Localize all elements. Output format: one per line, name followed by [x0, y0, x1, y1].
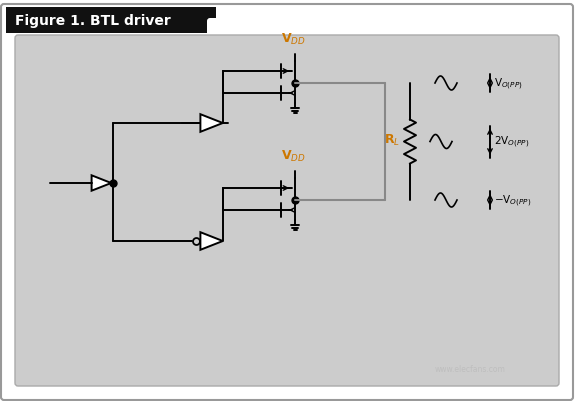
Polygon shape	[92, 176, 111, 191]
Polygon shape	[200, 115, 223, 132]
Text: V$_{DD}$: V$_{DD}$	[280, 32, 305, 47]
FancyBboxPatch shape	[15, 36, 559, 386]
Text: V$_{DD}$: V$_{DD}$	[280, 148, 305, 164]
Polygon shape	[200, 233, 223, 250]
FancyBboxPatch shape	[6, 8, 216, 34]
Text: www.elecfans.com: www.elecfans.com	[434, 364, 505, 373]
Text: −V$_{O(PP)}$: −V$_{O(PP)}$	[494, 193, 531, 208]
FancyBboxPatch shape	[207, 19, 223, 37]
Text: V$_{O(PP)}$: V$_{O(PP)}$	[494, 76, 523, 91]
Text: Figure 1. BTL driver: Figure 1. BTL driver	[15, 14, 171, 28]
Text: 2V$_{O(PP)}$: 2V$_{O(PP)}$	[494, 134, 529, 150]
Text: R$_{L}$: R$_{L}$	[384, 133, 400, 148]
FancyBboxPatch shape	[1, 5, 573, 400]
